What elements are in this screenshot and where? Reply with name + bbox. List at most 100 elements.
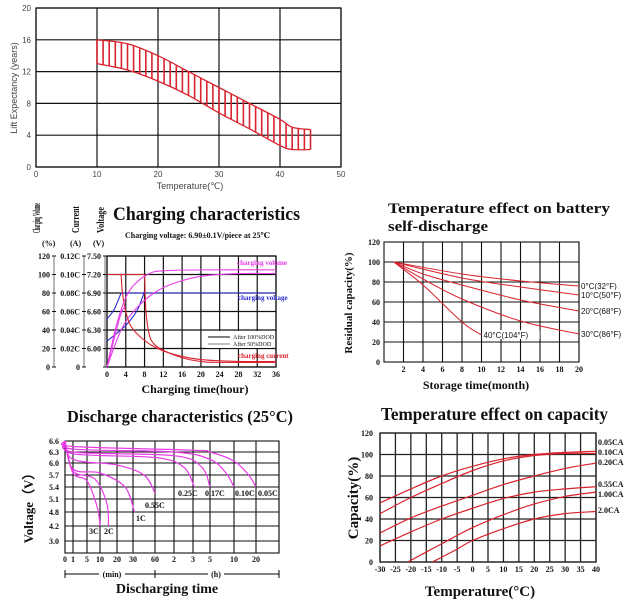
discharge-curve: [62, 440, 235, 488]
y-tick-label: 40: [42, 326, 50, 335]
series-label: 0°C(32°F): [581, 282, 617, 291]
x-tick-label: 12: [159, 370, 167, 379]
x-tick-label: 35: [577, 565, 585, 574]
y-tick-label: 12: [22, 68, 31, 77]
x-tick-label: 10: [499, 565, 507, 574]
capacity-curve: [379, 486, 597, 547]
discharge-grid: [64, 440, 280, 554]
x-tick-label-h: 20: [252, 555, 260, 564]
y-tick-label: 20: [42, 345, 50, 354]
x-tick-label: 50: [337, 170, 346, 179]
y-tick-label: 0: [376, 358, 380, 367]
y-tick-label: 120: [361, 429, 373, 438]
capacity-curve: [379, 452, 597, 515]
volume-axis-title: Charging Volume: [32, 203, 43, 233]
x-tick-label: 10: [478, 365, 486, 374]
x-tick-label: 6: [441, 365, 445, 374]
voltage-axis-unit: (V): [93, 239, 104, 248]
y-axis-label: Lift Expectancy (years): [9, 42, 19, 134]
capacity-curve: [432, 510, 597, 563]
y-tick-label: 80: [372, 278, 380, 287]
life-expectancy-chart: Lift Expectancy (years) Temperature(℃) 0…: [9, 4, 346, 191]
x-tick-label: 28: [234, 370, 242, 379]
label-backdrop: [580, 290, 632, 299]
x-tick-label-h: 3: [191, 555, 195, 564]
series-label: 0.55C: [145, 501, 165, 510]
series-label: 0.10C: [235, 489, 255, 498]
charging-current-line: [144, 274, 277, 363]
y-tick-label: 6.60: [87, 308, 101, 317]
series-label: 40°C(104°F): [484, 331, 529, 340]
x-tick-label: 8: [460, 365, 464, 374]
y-tick-label: 100: [361, 451, 373, 460]
y-tick-label: 3.0: [49, 537, 59, 546]
y-tick-label: 16: [22, 36, 31, 45]
series-label: 20°C(68°F): [581, 307, 622, 316]
label-backdrop: [208, 569, 224, 578]
x-tick-label: 20: [530, 565, 538, 574]
charging-volume-line: [106, 272, 277, 368]
x-axis-label: Charging time(hour): [142, 382, 249, 396]
hours-unit-label: (h): [211, 570, 221, 579]
y-tick-label: 100: [368, 258, 380, 267]
y-tick-label: 120: [368, 238, 380, 247]
voltage-axis-title: Voltage: [96, 207, 107, 233]
x-tick-label-h: 2: [172, 555, 176, 564]
label-backdrop: [580, 329, 632, 338]
series-label: 10°C(50°F): [581, 291, 622, 300]
x-tick-label-min: 5: [85, 555, 89, 564]
x-tick-label-min: 60: [151, 555, 159, 564]
x-tick-label: 32: [253, 370, 261, 379]
x-tick-label: 4: [124, 370, 128, 379]
x-axis-label: Storage time(month): [423, 378, 529, 392]
y-tick-label: 0: [46, 363, 50, 372]
y-tick-label: 120: [38, 252, 50, 261]
self-discharge-line: [393, 261, 580, 287]
y-tick-label: 5.1: [49, 495, 59, 504]
series-label: 30°C(86°F): [581, 330, 622, 339]
discharge-curve: [63, 440, 195, 488]
x-tick-label-min: 0: [63, 555, 67, 564]
x-axis-label: Discharging time: [116, 582, 218, 597]
y-tick-label: 6.90: [87, 289, 101, 298]
x-tick-label-min: 30: [129, 555, 137, 564]
y-tick-label: 60: [372, 298, 380, 307]
y-tick-label: 20: [372, 338, 380, 347]
current-axis-unit: (A): [70, 239, 81, 248]
self-discharge-line: [393, 261, 580, 335]
series-label: 2C: [104, 527, 114, 536]
y-tick-label: 4: [27, 131, 32, 140]
x-tick-label: 14: [517, 365, 525, 374]
current-axis-title: Current: [71, 205, 82, 233]
y-tick-label: 4.2: [49, 522, 59, 531]
x-tick-label: 20: [197, 370, 205, 379]
chart-title: Temperature effect on capacity: [381, 404, 608, 424]
x-tick-label: 5: [486, 565, 490, 574]
x-tick-label: 20: [575, 365, 583, 374]
y-tick-label: 60: [42, 308, 50, 317]
x-tick-label-min: 20: [113, 555, 121, 564]
self-discharge-line: [393, 261, 580, 312]
capacity-curve: [407, 491, 597, 563]
x-tick-label: 2: [402, 365, 406, 374]
series-label: 1C: [136, 514, 146, 523]
y-tick-label: 100: [38, 271, 50, 280]
chart-title-line-2: self-discharge: [388, 219, 488, 235]
x-tick-label: 30: [561, 565, 569, 574]
x-tick-label: 40: [276, 170, 285, 179]
y-tick-label: 5.7: [49, 471, 59, 480]
discharge-curve: [64, 440, 101, 527]
chart-title-line-1: Temperature effect on battery: [388, 201, 611, 217]
self-discharge-line: [393, 261, 482, 336]
series-label: 0.05C: [258, 489, 278, 498]
x-tick-label: 20: [154, 170, 163, 179]
y-tick-label: 0.06C: [60, 308, 80, 317]
series-label: 0.25C: [178, 489, 198, 498]
y-axis-label: Voltage（V）: [21, 467, 36, 544]
y-tick-label: 0.02C: [60, 345, 80, 354]
x-tick-label: -10: [436, 565, 447, 574]
x-tick-label: 30: [215, 170, 224, 179]
charging-chart-overlay: After 100%DOD After 50%DOD charging volu…: [206, 259, 289, 360]
charging-voltage-label: charging voltage: [238, 294, 288, 302]
x-tick-label: 8: [143, 370, 147, 379]
